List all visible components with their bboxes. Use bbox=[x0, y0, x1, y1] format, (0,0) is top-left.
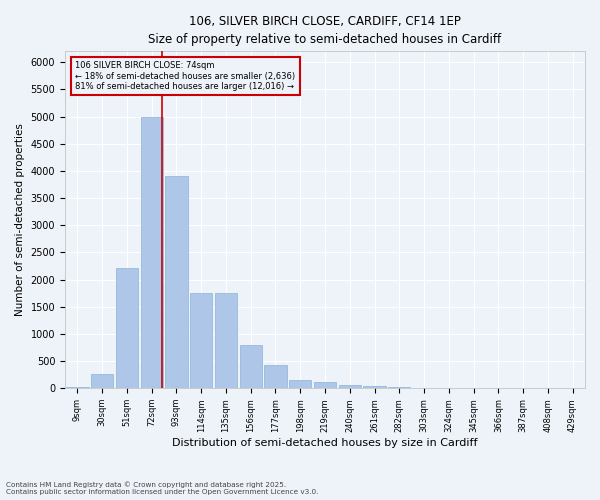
Text: 106 SILVER BIRCH CLOSE: 74sqm
← 18% of semi-detached houses are smaller (2,636)
: 106 SILVER BIRCH CLOSE: 74sqm ← 18% of s… bbox=[76, 62, 296, 91]
Bar bbox=[338, 384, 361, 388]
Bar bbox=[91, 374, 113, 388]
Bar bbox=[239, 345, 262, 388]
Bar bbox=[289, 380, 311, 388]
Text: Contains HM Land Registry data © Crown copyright and database right 2025.
Contai: Contains HM Land Registry data © Crown c… bbox=[6, 482, 319, 495]
Y-axis label: Number of semi-detached properties: Number of semi-detached properties bbox=[15, 124, 25, 316]
Title: 106, SILVER BIRCH CLOSE, CARDIFF, CF14 1EP
Size of property relative to semi-det: 106, SILVER BIRCH CLOSE, CARDIFF, CF14 1… bbox=[148, 15, 502, 46]
X-axis label: Distribution of semi-detached houses by size in Cardiff: Distribution of semi-detached houses by … bbox=[172, 438, 478, 448]
Bar bbox=[215, 293, 237, 388]
Bar bbox=[265, 365, 287, 388]
Bar bbox=[66, 387, 89, 388]
Bar bbox=[116, 268, 138, 388]
Bar bbox=[190, 293, 212, 388]
Bar bbox=[140, 116, 163, 388]
Bar bbox=[314, 382, 336, 388]
Bar bbox=[166, 176, 188, 388]
Bar bbox=[364, 386, 386, 388]
